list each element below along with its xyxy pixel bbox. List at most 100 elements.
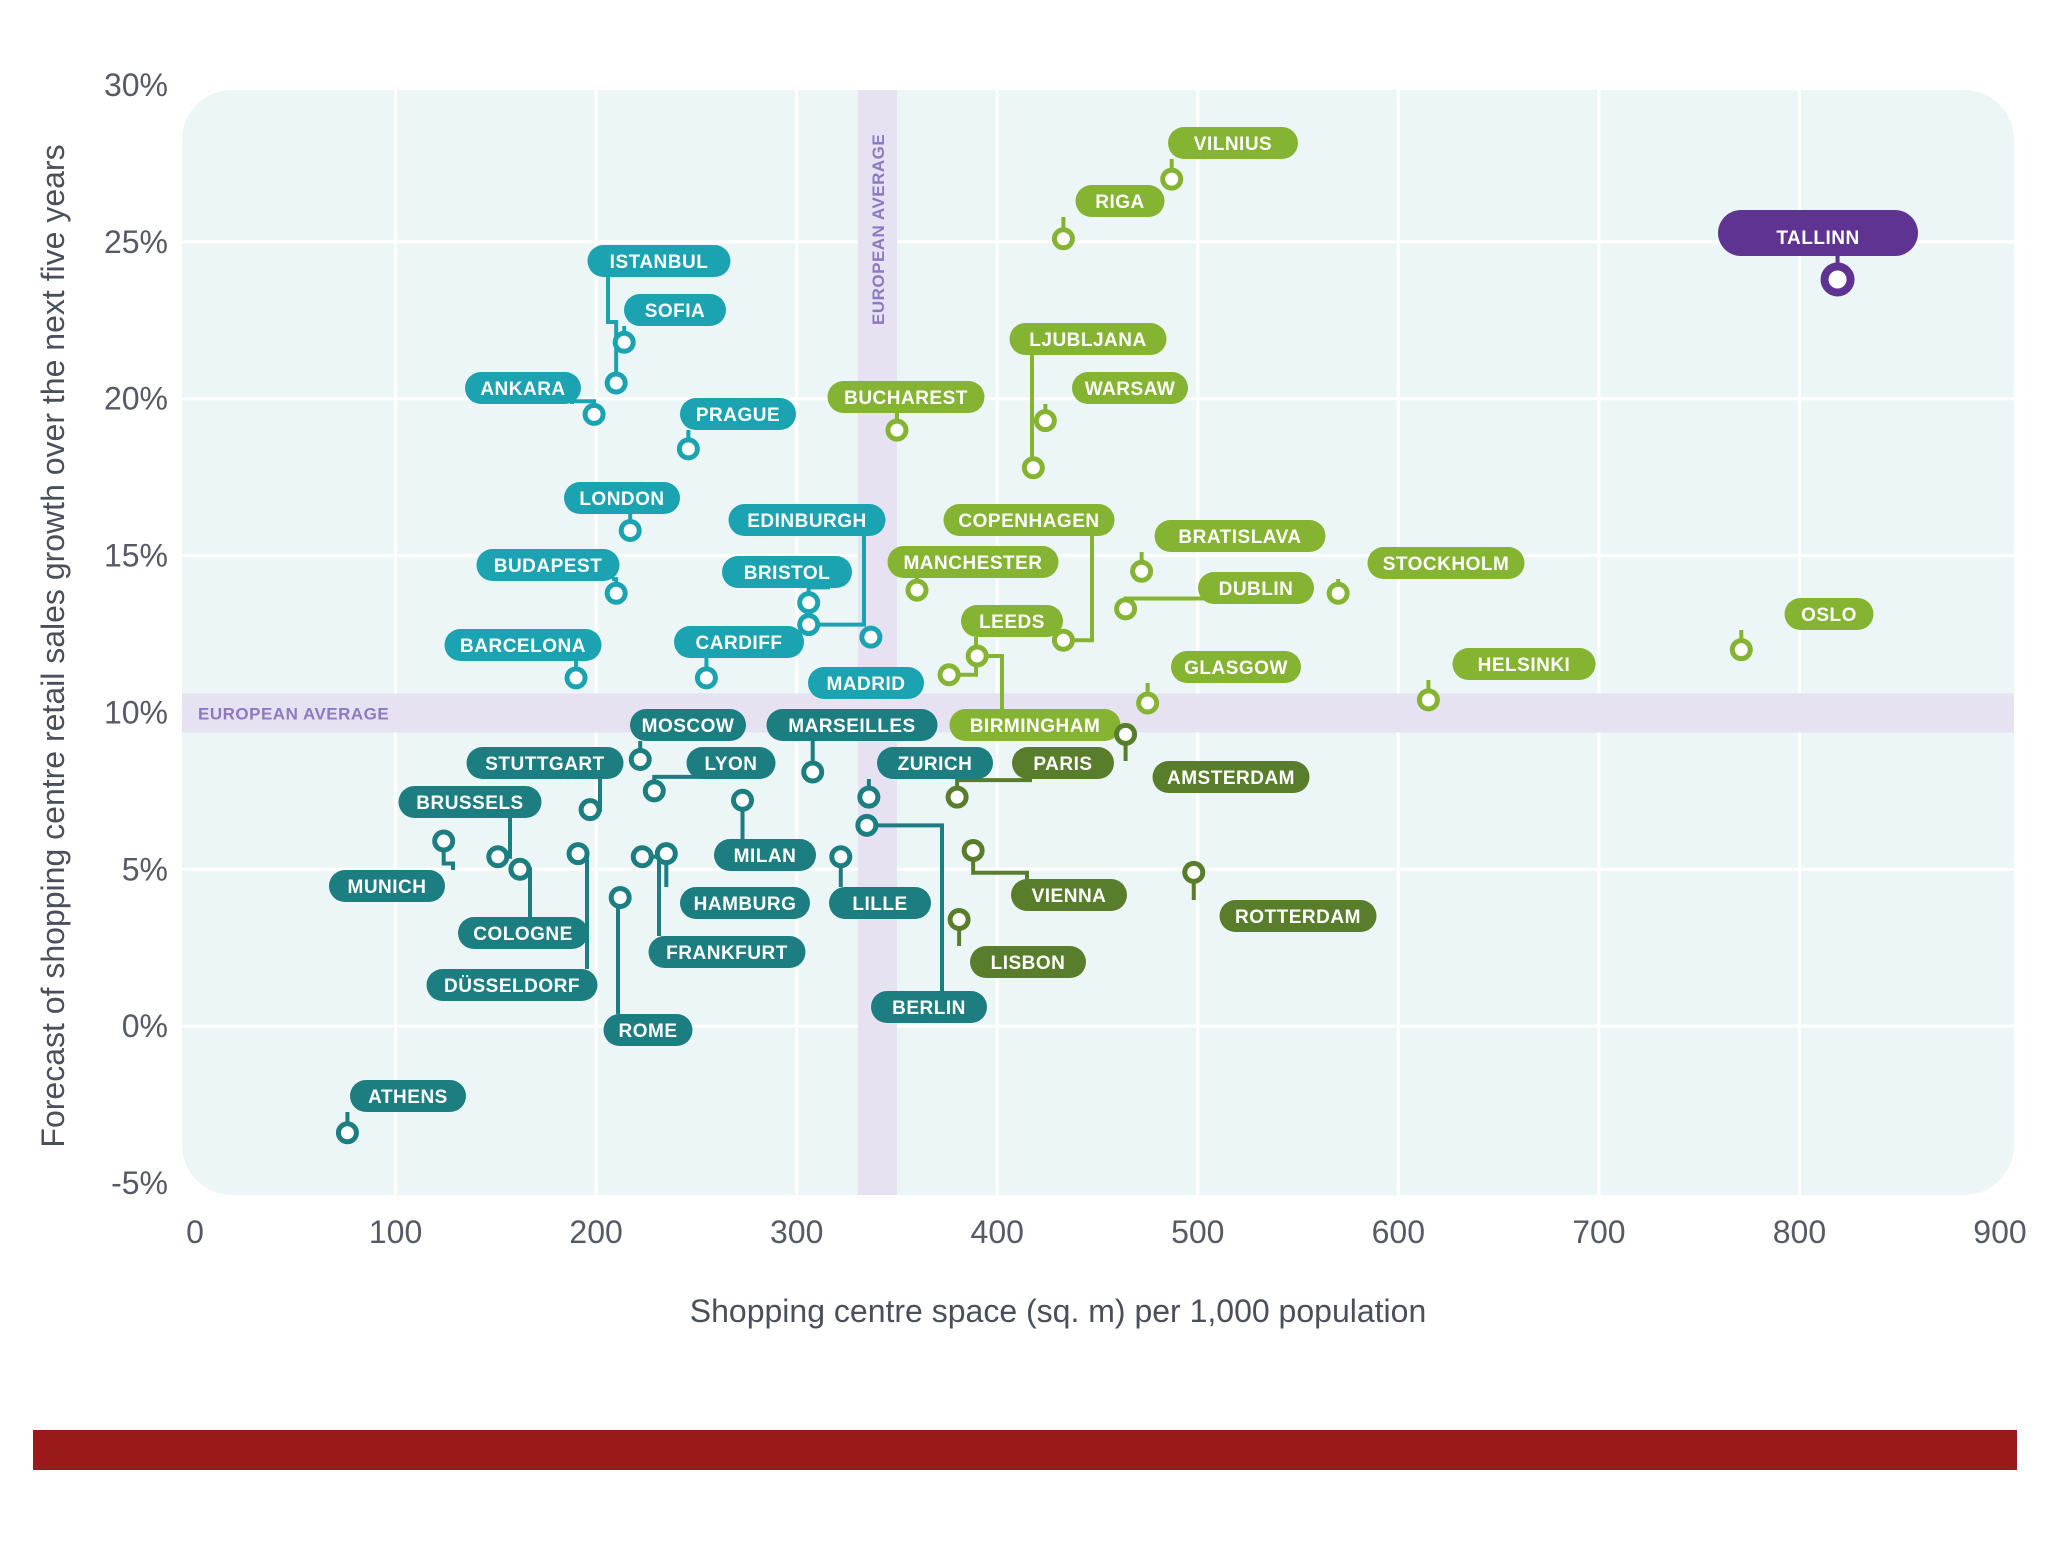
point-label-zurich: ZURICH	[898, 754, 973, 775]
plot-panel	[182, 90, 2014, 1195]
label-pill-bucharest	[827, 381, 985, 413]
label-pill-warsaw	[1072, 372, 1188, 404]
y-tick-label: 10%	[104, 694, 168, 730]
point-label-istanbul: ISTANBUL	[610, 252, 709, 273]
point-label-marseilles: MARSEILLES	[788, 716, 915, 737]
point-label-barcelona: BARCELONA	[460, 636, 586, 657]
point-label-oslo: OSLO	[1801, 605, 1857, 626]
label-pill-lisbon	[970, 946, 1086, 978]
point-label-ljubljana: LJUBLJANA	[1029, 330, 1146, 351]
x-tick-label: 600	[1372, 1214, 1425, 1250]
label-pill-cardiff	[674, 626, 804, 658]
point-label-rome: ROME	[619, 1021, 678, 1042]
point-label-berlin: BERLIN	[892, 998, 966, 1019]
point-lille	[829, 845, 853, 869]
point-label-hamburg: HAMBURG	[694, 894, 797, 915]
label-pill-vienna	[1011, 879, 1127, 911]
point-madrid	[859, 625, 883, 649]
point-label-bucharest: BUCHAREST	[844, 388, 968, 409]
label-pill-barcelona	[444, 629, 602, 661]
point-copenhagen	[1051, 628, 1075, 652]
point-label-lille: LILLE	[852, 894, 907, 915]
label-pill-riga	[1075, 185, 1165, 217]
point-label-cardiff: CARDIFF	[696, 633, 783, 654]
point-label-london: LONDON	[579, 489, 664, 510]
point-label-athens: ATHENS	[368, 1087, 448, 1108]
point-munich	[432, 829, 456, 853]
label-pill-prague	[680, 398, 796, 430]
label-pill-edinburgh	[728, 504, 886, 536]
x-tick-label: 500	[1171, 1214, 1224, 1250]
y-tick-label: 15%	[104, 538, 168, 574]
point-lyon	[642, 779, 666, 803]
point-paris	[945, 785, 969, 809]
label-pill-bratislava	[1154, 520, 1326, 552]
x-tick-label: 200	[569, 1214, 622, 1250]
leader-istanbul	[606, 277, 619, 384]
point-prague	[676, 437, 700, 461]
point-vilnius	[1160, 167, 1184, 191]
y-tick-label: 5%	[122, 851, 168, 887]
leader-ljubljana	[1030, 355, 1034, 470]
label-pill-amsterdam	[1152, 761, 1310, 793]
label-pill-frankfurt	[648, 936, 806, 968]
label-pill-oslo	[1784, 598, 1874, 630]
label-pill-hamburg	[680, 887, 810, 919]
point-label-copenhagen: COPENHAGEN	[958, 511, 1099, 532]
point-bucharest	[885, 418, 909, 442]
point-zurich	[857, 785, 881, 809]
average-label-vertical: EUROPEAN AVERAGE	[869, 134, 888, 325]
point-rome	[608, 886, 632, 910]
y-tick-label: 30%	[104, 67, 168, 103]
point-sofia	[612, 330, 636, 354]
label-pill-glasgow	[1171, 651, 1301, 683]
point-leeds	[937, 663, 961, 687]
point-label-vilnius: VILNIUS	[1194, 134, 1272, 155]
point-ljubljana	[1021, 456, 1045, 480]
point-label-glasgow: GLASGOW	[1184, 658, 1288, 679]
label-pill-lille	[829, 887, 931, 919]
label-pill-rotterdam	[1219, 900, 1377, 932]
label-pill-manchester	[887, 546, 1059, 578]
x-tick-label: 0	[186, 1214, 204, 1250]
point-label-ankara: ANKARA	[480, 379, 565, 400]
point-stockholm	[1326, 581, 1350, 605]
label-pill-marseilles	[766, 709, 938, 741]
x-tick-label: 400	[971, 1214, 1024, 1250]
x-tick-label: 800	[1773, 1214, 1826, 1250]
label-pill-vilnius	[1168, 127, 1298, 159]
point-milan	[731, 788, 755, 812]
y-tick-label: -5%	[111, 1165, 168, 1201]
point-bristol	[797, 591, 821, 615]
label-pill-cologne	[458, 917, 588, 949]
point-vienna	[961, 838, 985, 862]
x-tick-label: 100	[369, 1214, 422, 1250]
point-oslo	[1729, 638, 1753, 662]
point-d-sseldorf	[566, 842, 590, 866]
point-hamburg	[654, 842, 678, 866]
point-edinburgh	[797, 613, 821, 637]
point-label-leeds: LEEDS	[979, 612, 1045, 633]
point-label-sofia: SOFIA	[645, 301, 706, 322]
label-pill-dublin	[1198, 572, 1314, 604]
point-label-helsinki: HELSINKI	[1478, 655, 1571, 676]
point-label-lyon: LYON	[704, 754, 757, 775]
point-frankfurt	[630, 845, 654, 869]
point-label-prague: PRAGUE	[696, 405, 780, 426]
point-birmingham	[965, 644, 989, 668]
point-label-edinburgh: EDINBURGH	[747, 511, 867, 532]
point-label-dublin: DUBLIN	[1219, 579, 1294, 600]
y-tick-label: 20%	[104, 381, 168, 417]
point-glasgow	[1136, 691, 1160, 715]
point-london	[618, 518, 642, 542]
point-label-d-sseldorf: DÜSSELDORF	[444, 976, 580, 997]
point-marseilles	[801, 760, 825, 784]
point-label-madrid: MADRID	[827, 674, 906, 695]
point-brussels	[486, 845, 510, 869]
point-stuttgart	[578, 798, 602, 822]
point-label-milan: MILAN	[734, 846, 797, 867]
point-label-tallinn: TALLINN	[1776, 228, 1859, 249]
label-pill-stuttgart	[466, 747, 624, 779]
label-pill-moscow	[630, 709, 746, 741]
